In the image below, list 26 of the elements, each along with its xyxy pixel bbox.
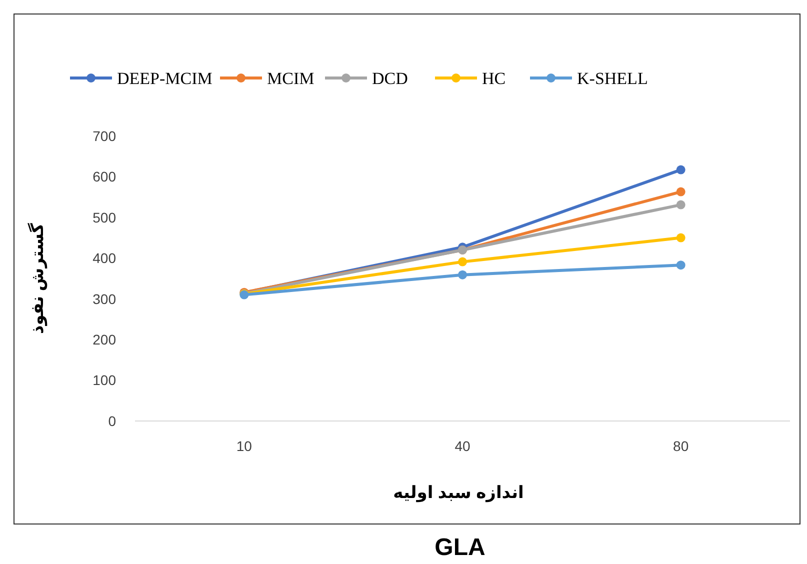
x-tick-label: 10 (236, 438, 252, 454)
legend-label: K-SHELL (577, 68, 648, 88)
point (676, 260, 686, 270)
y-tick-label: 600 (92, 168, 116, 185)
y-axis-title: گسترش نفوذ (27, 222, 48, 334)
y-tick-label: 100 (92, 372, 116, 388)
y-tick-label: 200 (92, 331, 116, 348)
legend-label: HC (482, 68, 506, 88)
point (676, 200, 686, 210)
point (458, 270, 467, 280)
y-tick-label: 700 (92, 128, 116, 144)
x-tick-label: 40 (454, 438, 470, 454)
legend-label: MCIM (267, 68, 314, 88)
x-axis-title: اندازه سبد اولیه (393, 483, 524, 503)
y-tick-label: 400 (92, 250, 116, 266)
y-tick-label: 300 (92, 290, 116, 307)
y-tick-label: 500 (92, 209, 116, 226)
point (458, 257, 467, 266)
x-tick-label: 80 (673, 438, 689, 454)
point (676, 165, 686, 174)
point (676, 187, 686, 196)
legend-label: DEEP-MCIM (117, 68, 212, 88)
text: GLA (434, 534, 486, 561)
point (676, 233, 686, 242)
legend-label: DCD (372, 68, 408, 88)
y-tick-label: 0 (108, 412, 116, 429)
